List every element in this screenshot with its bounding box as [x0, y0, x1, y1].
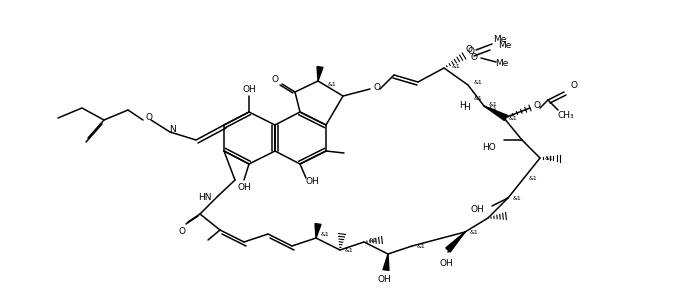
- Text: &1: &1: [470, 229, 479, 235]
- Text: &1: &1: [529, 175, 538, 181]
- Text: &1: &1: [474, 81, 483, 85]
- Polygon shape: [315, 224, 321, 238]
- Text: O: O: [373, 82, 380, 92]
- Text: &1: &1: [489, 106, 497, 110]
- Text: OH: OH: [377, 275, 391, 285]
- Text: O: O: [470, 53, 477, 63]
- Polygon shape: [317, 66, 323, 81]
- Text: OH: OH: [470, 206, 484, 214]
- Text: O: O: [534, 101, 541, 109]
- Text: &1: &1: [509, 116, 518, 120]
- Polygon shape: [383, 254, 389, 270]
- Text: OH: OH: [305, 178, 319, 186]
- Text: HN: HN: [198, 193, 212, 203]
- Text: O: O: [271, 76, 279, 84]
- Text: OH: OH: [237, 184, 251, 192]
- Polygon shape: [484, 106, 508, 121]
- Text: &1: &1: [345, 247, 354, 253]
- Text: &1: &1: [474, 95, 483, 101]
- Text: CH₃: CH₃: [558, 112, 574, 120]
- Text: &1: &1: [452, 63, 461, 69]
- Text: &1: &1: [321, 231, 330, 236]
- Text: N: N: [169, 125, 176, 135]
- Text: O: O: [466, 45, 472, 55]
- Text: OH: OH: [439, 260, 453, 268]
- Text: O: O: [178, 228, 186, 236]
- Text: &1: &1: [545, 156, 554, 160]
- Text: &1: &1: [417, 243, 426, 249]
- Polygon shape: [446, 232, 465, 252]
- Text: &1: &1: [328, 81, 337, 87]
- Text: O: O: [570, 81, 578, 91]
- Text: O: O: [146, 113, 153, 121]
- Text: Me: Me: [493, 35, 507, 45]
- Text: OH: OH: [242, 85, 256, 95]
- Text: Me: Me: [495, 59, 509, 69]
- Text: O: O: [468, 48, 475, 56]
- Text: H: H: [463, 103, 470, 113]
- Text: Me: Me: [498, 41, 512, 51]
- Text: H: H: [459, 102, 466, 110]
- Text: HO: HO: [482, 143, 496, 152]
- Text: &1: &1: [489, 102, 497, 106]
- Text: &1: &1: [369, 238, 378, 242]
- Text: &1: &1: [513, 196, 522, 200]
